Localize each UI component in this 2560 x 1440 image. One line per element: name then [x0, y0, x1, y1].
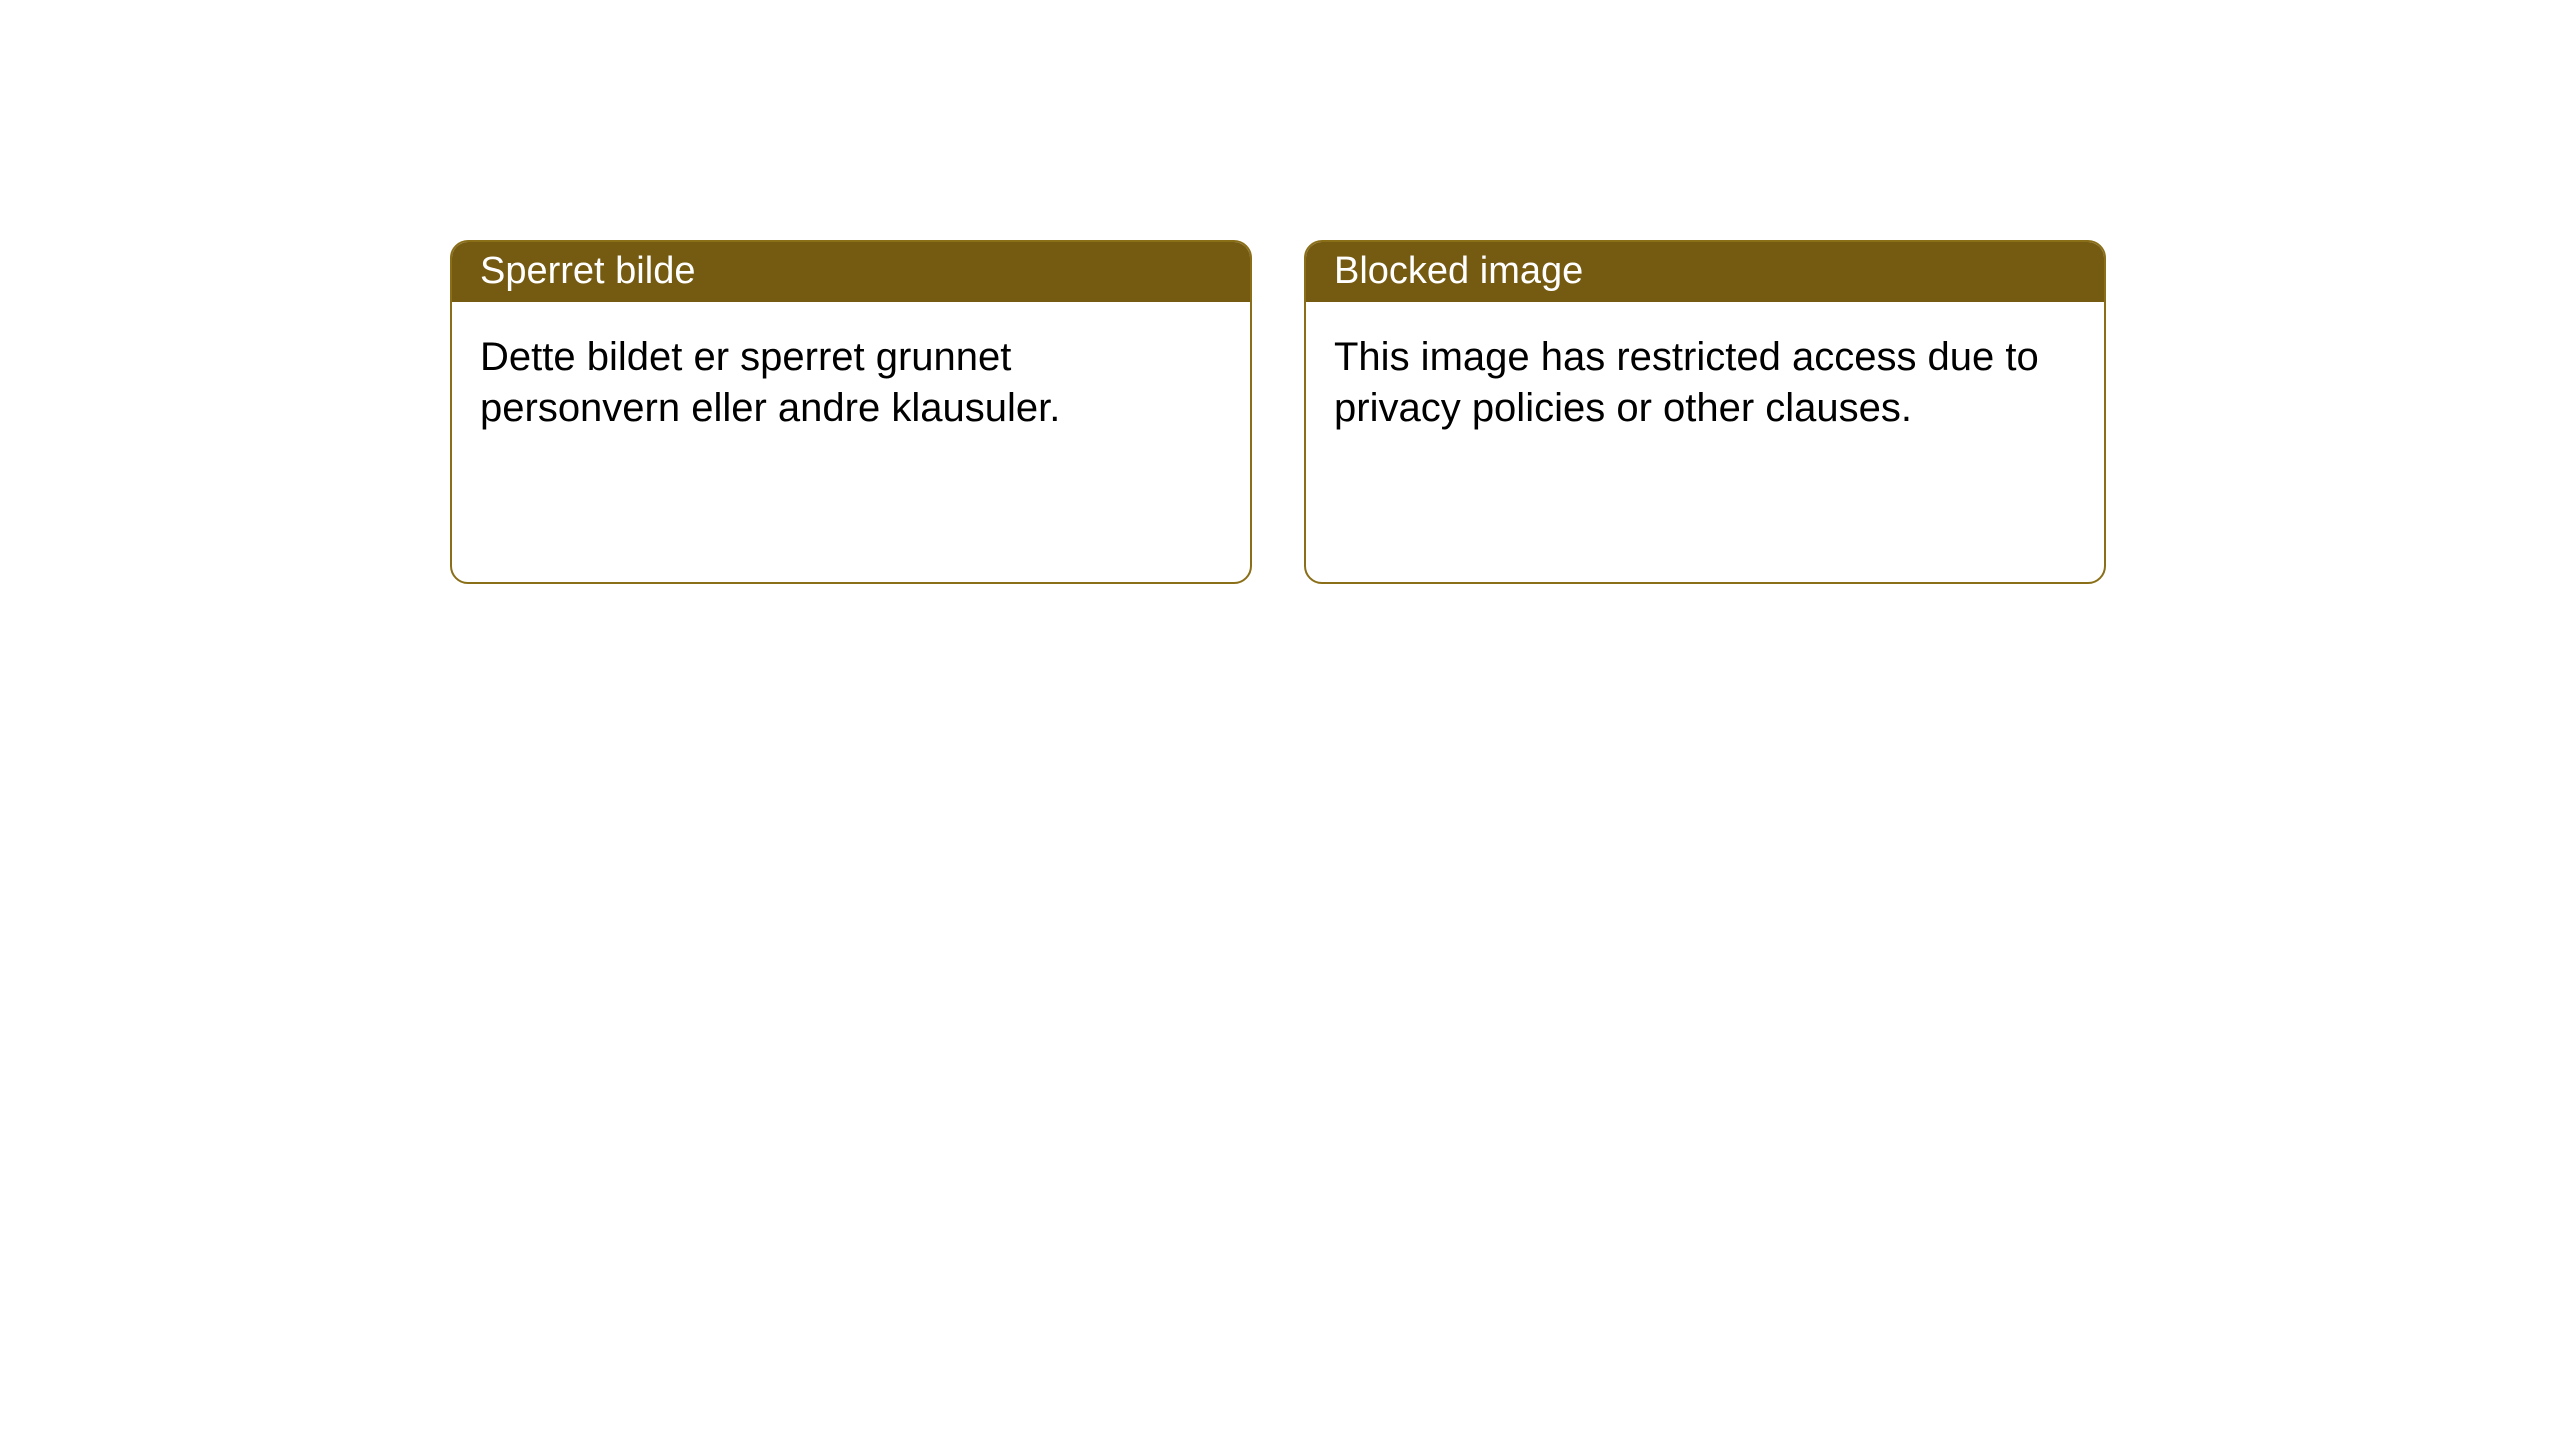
notice-card-title: Sperret bilde [452, 242, 1250, 302]
notice-card-row: Sperret bilde Dette bildet er sperret gr… [0, 0, 2560, 584]
notice-card-body: This image has restricted access due to … [1306, 302, 2104, 582]
notice-card-no: Sperret bilde Dette bildet er sperret gr… [450, 240, 1252, 584]
notice-card-body: Dette bildet er sperret grunnet personve… [452, 302, 1250, 582]
notice-card-title: Blocked image [1306, 242, 2104, 302]
notice-card-en: Blocked image This image has restricted … [1304, 240, 2106, 584]
